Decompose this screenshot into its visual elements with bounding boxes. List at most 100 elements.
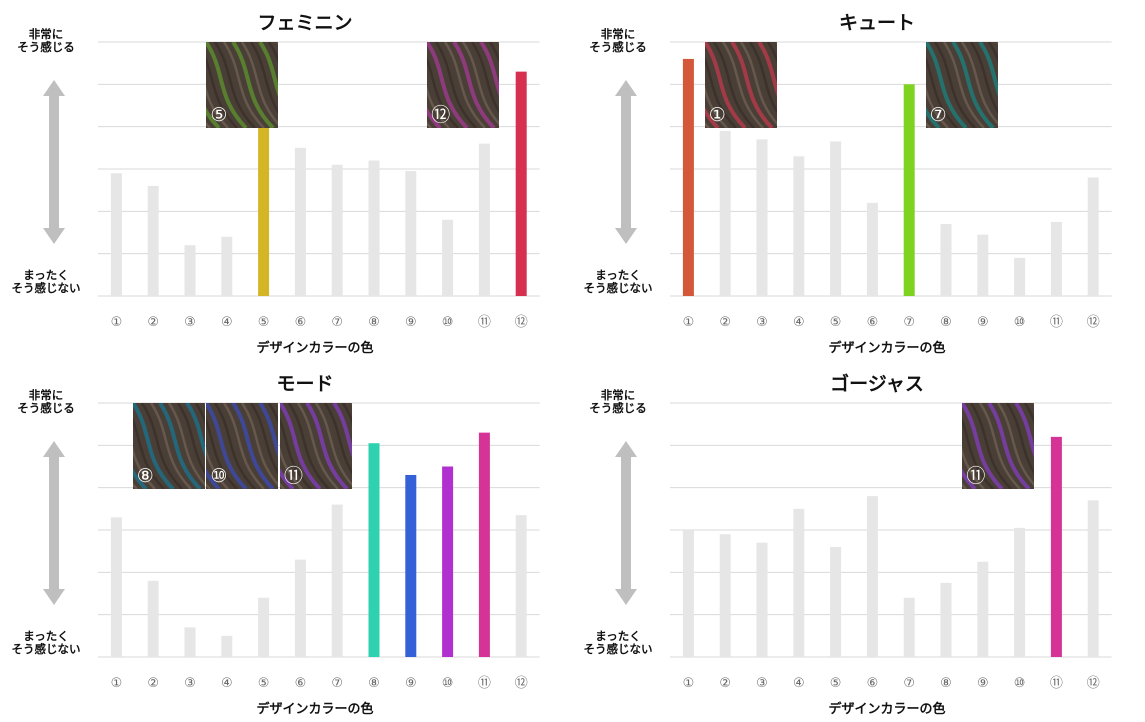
x-tick-label: ④: [793, 315, 805, 330]
x-tick-label: ⑧: [940, 676, 952, 691]
bar: [147, 185, 159, 296]
y-axis-bottom-label: まったく そう感じない: [583, 268, 653, 295]
hair-swatch-image: ⑤: [206, 42, 279, 128]
x-tick-label: ⑨: [405, 315, 417, 330]
x-tick-label: ⑦: [331, 676, 343, 691]
bar: [515, 71, 527, 296]
hair-swatch-image: ⑩: [206, 403, 279, 489]
bar: [331, 504, 343, 657]
bar: [977, 561, 989, 657]
x-tick-label: ②: [147, 676, 159, 691]
hair-strands: [427, 42, 500, 128]
hair-strands: [206, 42, 279, 128]
x-tick-label: ⑥: [295, 676, 307, 691]
hair-strands: [925, 42, 998, 128]
bar: [184, 627, 196, 657]
bar: [1087, 177, 1099, 296]
x-tick-label: ⑩: [1014, 676, 1026, 691]
bar: [866, 496, 878, 657]
hair-strands: [132, 403, 205, 489]
y-axis-bottom-label: まったく そう感じない: [11, 629, 81, 656]
bar: [331, 164, 343, 296]
swatch-number-label: ⑦: [929, 104, 947, 126]
bar: [221, 635, 233, 657]
bar: [977, 234, 989, 296]
x-tick-label: ⑤: [830, 315, 842, 330]
bar: [793, 508, 805, 657]
hair-swatch-image: ①: [704, 42, 777, 128]
bar: [368, 160, 380, 296]
x-tick-label: ⑨: [405, 676, 417, 691]
x-tick-label: ④: [793, 676, 805, 691]
bar: [258, 597, 270, 657]
swatch-number-label: ⑪: [966, 465, 986, 487]
x-tick-label: ③: [184, 676, 196, 691]
chart-panel-feminine: ① ② ③ ④ ⑤ ⑥ ⑦ ⑧ ⑨ ⑩ ⑪ ⑫ フェミニン 非常に そう感じる まったく そう感じない…: [0, 0, 572, 361]
bar: [1087, 500, 1099, 657]
scale-double-arrow-icon: [615, 80, 637, 244]
x-tick-label: ①: [683, 676, 695, 691]
bar: [405, 171, 417, 296]
x-tick-label: ⑪: [478, 676, 491, 691]
x-tick-label: ⑥: [867, 315, 879, 330]
x-tick-label: ⑫: [515, 315, 528, 330]
y-axis-top-label: 非常に そう感じる: [17, 388, 75, 415]
chart-panel-mode: ① ② ③ ④ ⑤ ⑥ ⑦ ⑧ ⑨ ⑩ ⑪ ⑫ モード 非常に そう感じる まったく そう感じない デ…: [0, 361, 572, 722]
hair-swatch-image: ⑫: [427, 42, 500, 128]
x-tick-label: ⑤: [830, 676, 842, 691]
x-tick-label: ⑧: [368, 315, 380, 330]
bar: [442, 466, 454, 657]
bar: [294, 147, 306, 296]
y-axis-bottom-label: まったく そう感じない: [583, 629, 653, 656]
scale-double-arrow-icon: [615, 441, 637, 605]
x-tick-label: ⑥: [867, 676, 879, 691]
hair-strands: [704, 42, 777, 128]
bar: [830, 546, 842, 657]
x-tick-label: ③: [184, 315, 196, 330]
bar: [940, 582, 952, 657]
x-tick-label: ②: [147, 315, 159, 330]
hair-swatch-image: ⑧: [132, 403, 205, 489]
hair-strands: [280, 403, 352, 489]
bar: [866, 202, 878, 296]
bar: [110, 173, 122, 296]
chart-panel-gorgeous: ① ② ③ ④ ⑤ ⑥ ⑦ ⑧ ⑨ ⑩ ⑪ ⑫ ゴージャス 非常に そう感じる まったく そう感じない…: [572, 361, 1144, 722]
x-axis-title: デザインカラーの色: [828, 702, 946, 717]
chart-title: フェミニン: [257, 12, 353, 34]
x-tick-label: ⑫: [515, 676, 528, 691]
bar: [147, 580, 159, 657]
bar: [1050, 221, 1062, 296]
swatch-number-label: ⑧: [136, 465, 154, 487]
chart-plot: ① ② ③ ④ ⑤ ⑥ ⑦ ⑧ ⑨ ⑩ ⑪ ⑫: [43, 41, 540, 330]
x-tick-label: ⑪: [1050, 315, 1063, 330]
x-tick-label: ③: [756, 676, 768, 691]
x-tick-label: ⑤: [258, 676, 270, 691]
x-tick-label: ②: [719, 676, 731, 691]
x-tick-label: ⑤: [258, 315, 270, 330]
y-axis-top-label: 非常に そう感じる: [589, 388, 647, 415]
x-tick-label: ⑩: [442, 676, 454, 691]
x-tick-label: ⑥: [295, 315, 307, 330]
bar: [1050, 436, 1062, 657]
chart-plot: ① ② ③ ④ ⑤ ⑥ ⑦ ⑧ ⑨ ⑩ ⑪ ⑫: [43, 402, 540, 691]
x-tick-label: ②: [719, 315, 731, 330]
hair-strands: [962, 403, 1035, 489]
bar: [940, 224, 952, 296]
x-axis-title: デザインカラーの色: [256, 702, 374, 717]
x-tick-label: ⑧: [940, 315, 952, 330]
y-axis-top-label: 非常に そう感じる: [589, 27, 647, 54]
bar: [405, 474, 417, 657]
hair-strands: [206, 403, 279, 489]
swatch-number-label: ⑪: [284, 465, 304, 487]
x-tick-label: ⑦: [903, 676, 915, 691]
x-tick-label: ①: [111, 676, 123, 691]
bar: [719, 534, 731, 657]
bar: [756, 542, 768, 657]
bar: [478, 143, 490, 296]
bar: [793, 156, 805, 296]
bar: [515, 515, 527, 657]
bar: [682, 530, 694, 657]
swatch-number-label: ⑫: [431, 104, 451, 126]
bar: [258, 88, 270, 296]
x-tick-label: ⑨: [977, 676, 989, 691]
